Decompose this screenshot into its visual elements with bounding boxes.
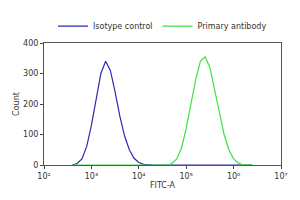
svg-text:10⁶: 10⁶ (227, 172, 240, 181)
svg-text:Count: Count (12, 92, 21, 116)
svg-text:100: 100 (23, 130, 38, 139)
svg-text:10³: 10³ (85, 172, 98, 181)
svg-text:10²: 10² (37, 172, 50, 181)
svg-text:0: 0 (33, 161, 38, 170)
svg-text:300: 300 (23, 69, 38, 78)
svg-text:FITC-A: FITC-A (150, 181, 176, 190)
svg-text:Primary antibody: Primary antibody (198, 22, 267, 31)
svg-text:200: 200 (23, 100, 38, 109)
svg-text:10⁴: 10⁴ (132, 172, 145, 181)
svg-text:400: 400 (23, 39, 38, 48)
svg-text:Isotype control: Isotype control (93, 22, 153, 31)
svg-text:10⁷: 10⁷ (274, 172, 287, 181)
svg-text:10⁵: 10⁵ (180, 172, 193, 181)
